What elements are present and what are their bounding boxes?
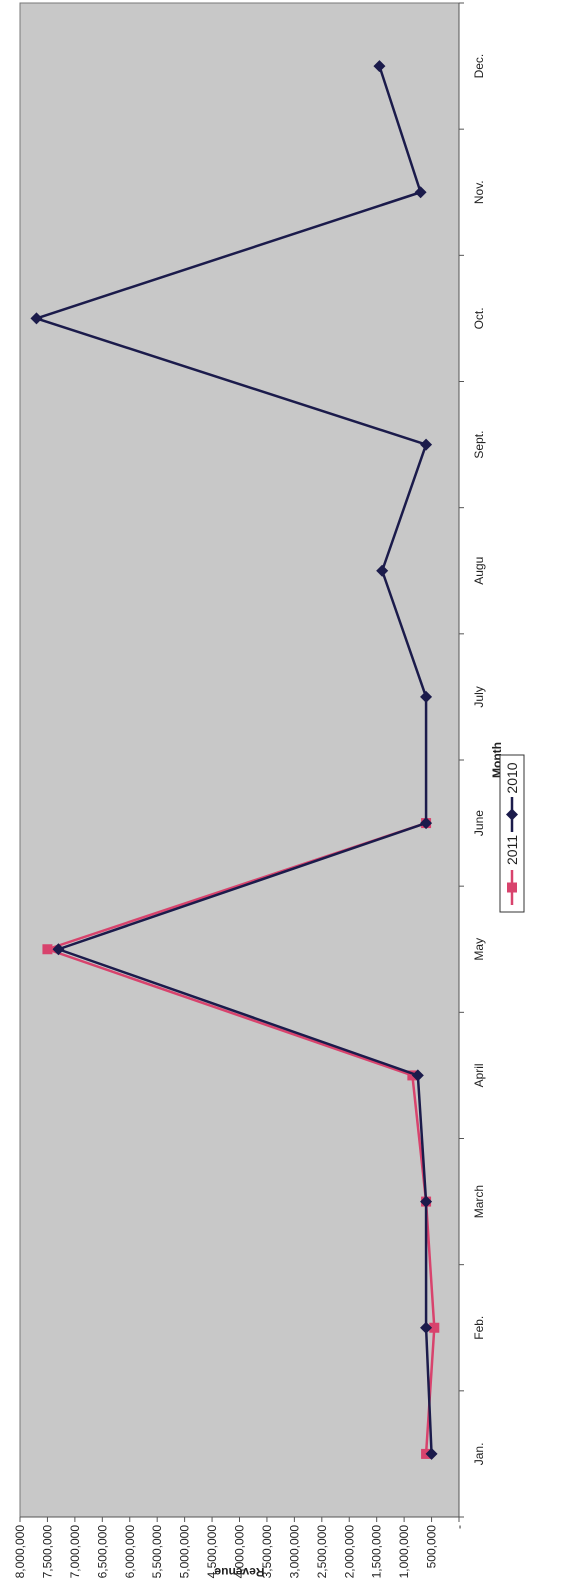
value-tick-label-15: 7,500,000 (40, 1525, 54, 1579)
value-tick-label-6: 3,000,000 (287, 1525, 301, 1579)
legend-label-2011: 2011 (504, 835, 520, 865)
legend-label-2010: 2010 (504, 762, 520, 793)
category-label-feb: Feb. (472, 1316, 486, 1340)
point-2010-nov (414, 186, 427, 199)
legend-marker-2011 (507, 882, 517, 893)
category-label-march: March (472, 1185, 486, 1218)
y-axis-title: Revenue (214, 1565, 264, 1579)
point-2010-march (420, 1195, 433, 1208)
point-2010-jan (425, 1447, 438, 1460)
value-tick-label-11: 5,500,000 (150, 1525, 164, 1579)
value-tick-label-1: 500,000 (425, 1525, 439, 1569)
category-label-sept: Sept. (472, 431, 486, 459)
value-tick-label-13: 6,500,000 (95, 1525, 109, 1579)
category-label-may: May (472, 938, 486, 961)
category-label-july: July (472, 686, 486, 707)
point-2010-dec (373, 60, 386, 73)
value-tick-label-14: 7,000,000 (68, 1525, 82, 1579)
category-label-oct: Oct. (472, 307, 486, 329)
category-label-april: April (472, 1063, 486, 1087)
point-2010-oct (30, 312, 43, 325)
point-2010-sept (420, 438, 433, 451)
category-label-dec: Dec. (472, 54, 486, 79)
category-label-june: June (472, 810, 486, 836)
value-tick-label-9: 4,500,000 (205, 1525, 219, 1579)
value-tick-label-3: 1,500,000 (370, 1525, 384, 1579)
value-tick-label-0: - (452, 1525, 466, 1529)
point-2011-feb (429, 1322, 440, 1333)
point-2010-june (420, 817, 433, 830)
point-2010-feb (420, 1321, 433, 1334)
value-tick-label-5: 2,500,000 (315, 1525, 329, 1579)
plot-area (19, 2, 460, 1518)
category-label-jan: Jan. (472, 1443, 486, 1466)
value-tick-label-7: 3,500,000 (260, 1525, 274, 1579)
value-tick-label-4: 2,000,000 (342, 1525, 356, 1579)
series-line-2010 (35, 65, 433, 1454)
point-2010-augu (376, 564, 389, 577)
value-tick-label-8: 4,000,000 (233, 1525, 247, 1579)
point-2010-april (411, 1069, 424, 1082)
point-2010-july (420, 690, 433, 703)
legend-marker-2010 (506, 808, 518, 821)
value-tick-label-2: 1,000,000 (397, 1525, 411, 1579)
point-2010-may (52, 943, 65, 956)
category-label-augu: Augu (472, 557, 486, 585)
point-2011-may (42, 944, 53, 955)
value-tick-label-10: 5,000,000 (178, 1525, 192, 1579)
value-tick-label-16: 8,000,000 (13, 1525, 27, 1579)
value-tick-label-12: 6,000,000 (123, 1525, 137, 1579)
category-label-nov: Nov. (472, 180, 486, 204)
series-line-2011 (46, 821, 436, 1454)
